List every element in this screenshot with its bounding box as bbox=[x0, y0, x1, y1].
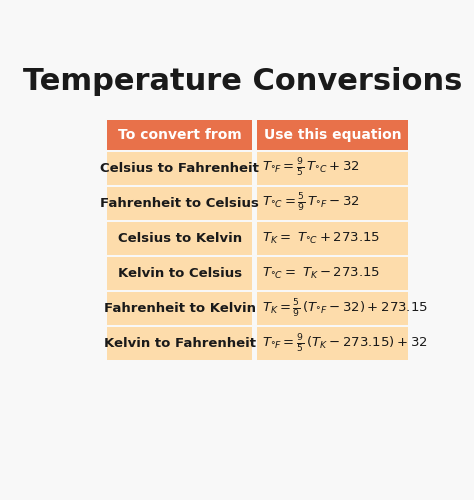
Bar bbox=[257, 292, 408, 325]
Text: $T_{\degree F} = \frac{9}{5}\,( T_{K} - 273.15) + 32$: $T_{\degree F} = \frac{9}{5}\,( T_{K} - … bbox=[262, 332, 428, 354]
Bar bbox=[107, 292, 252, 325]
Text: $T_{\degree F} = \frac{9}{5}\, T_{\degree C} + 32$: $T_{\degree F} = \frac{9}{5}\, T_{\degre… bbox=[262, 158, 360, 180]
Bar bbox=[107, 120, 252, 150]
Text: Fahrenheit to Kelvin: Fahrenheit to Kelvin bbox=[104, 302, 255, 315]
Text: Use this equation: Use this equation bbox=[264, 128, 401, 141]
Text: Fahrenheit to Celsius: Fahrenheit to Celsius bbox=[100, 197, 259, 210]
Text: Celsius to Fahrenheit: Celsius to Fahrenheit bbox=[100, 162, 259, 175]
Text: $T_{K} = \ T_{\degree C} + 273.15$: $T_{K} = \ T_{\degree C} + 273.15$ bbox=[262, 231, 381, 246]
Bar bbox=[257, 152, 408, 184]
Text: $T_{\degree C} = \ T_{K} - 273.15$: $T_{\degree C} = \ T_{K} - 273.15$ bbox=[262, 266, 381, 281]
Text: Celsius to Kelvin: Celsius to Kelvin bbox=[118, 232, 242, 245]
Text: To convert from: To convert from bbox=[118, 128, 242, 141]
Bar bbox=[257, 257, 408, 290]
Bar bbox=[257, 222, 408, 255]
Bar bbox=[107, 222, 252, 255]
Bar bbox=[257, 327, 408, 360]
Text: Kelvin to Celsius: Kelvin to Celsius bbox=[118, 267, 242, 280]
Text: Temperature Conversions: Temperature Conversions bbox=[23, 66, 463, 96]
Bar bbox=[107, 152, 252, 184]
Bar bbox=[257, 120, 408, 150]
Text: $T_{K} = \frac{5}{9}\,( T_{\degree F} - 32) +273.15$: $T_{K} = \frac{5}{9}\,( T_{\degree F} - … bbox=[262, 298, 428, 320]
Bar bbox=[107, 257, 252, 290]
Text: $T_{\degree C} = \frac{5}{9}\, T_{\degree F} - 32$: $T_{\degree C} = \frac{5}{9}\, T_{\degre… bbox=[262, 192, 360, 214]
Bar bbox=[107, 187, 252, 220]
Bar bbox=[257, 187, 408, 220]
Text: Kelvin to Fahrenheit: Kelvin to Fahrenheit bbox=[104, 337, 255, 350]
Bar bbox=[107, 327, 252, 360]
